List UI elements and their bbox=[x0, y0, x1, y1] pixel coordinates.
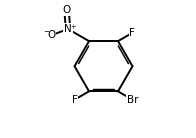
Text: O: O bbox=[47, 30, 55, 40]
Text: F: F bbox=[72, 95, 78, 105]
Text: +: + bbox=[70, 24, 75, 30]
Text: Br: Br bbox=[127, 95, 138, 105]
Text: −: − bbox=[43, 29, 49, 35]
Text: F: F bbox=[129, 28, 135, 38]
Text: O: O bbox=[62, 5, 71, 15]
Text: N: N bbox=[64, 24, 72, 34]
